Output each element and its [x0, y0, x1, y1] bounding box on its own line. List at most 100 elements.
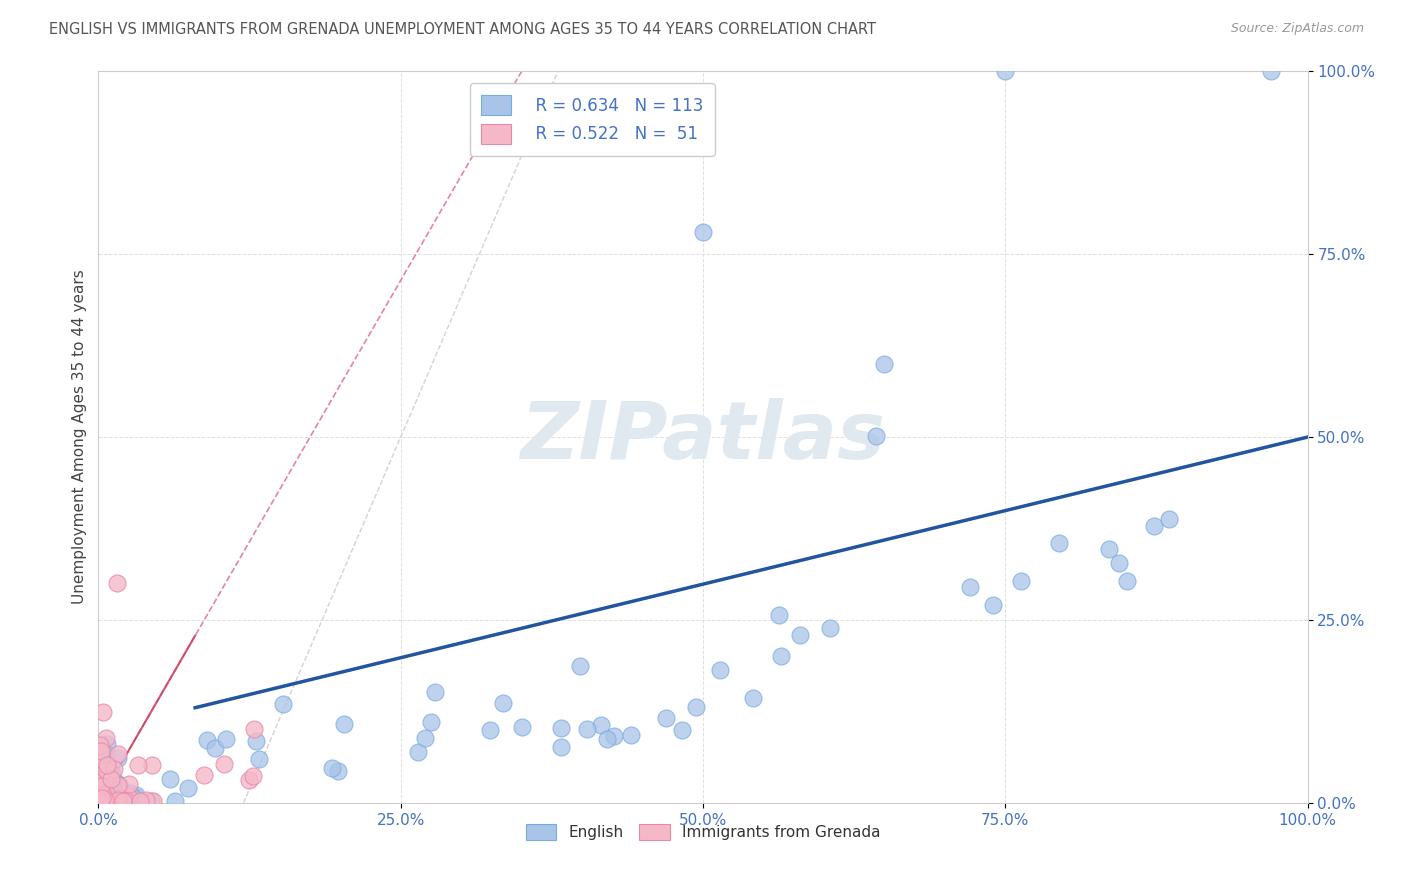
Point	[89, 789, 111, 804]
Point	[93, 773, 115, 788]
Point	[865, 428, 887, 442]
Point	[94, 786, 117, 800]
Point	[90, 794, 112, 808]
Point	[1108, 556, 1130, 570]
Point	[91, 783, 114, 797]
Point	[873, 357, 896, 371]
Point	[114, 794, 136, 808]
Point	[100, 793, 122, 807]
Point	[107, 747, 129, 762]
Point	[550, 722, 572, 736]
Y-axis label: Unemployment Among Ages 35 to 44 years: Unemployment Among Ages 35 to 44 years	[72, 269, 87, 605]
Point	[101, 795, 124, 809]
Point	[97, 774, 120, 789]
Point	[90, 792, 112, 806]
Point	[94, 791, 117, 805]
Point	[709, 663, 731, 677]
Point	[89, 773, 111, 788]
Point	[1047, 535, 1070, 549]
Point	[94, 785, 117, 799]
Point	[103, 792, 125, 806]
Point	[742, 690, 765, 705]
Point	[479, 723, 502, 738]
Point	[97, 794, 120, 808]
Point	[90, 744, 112, 758]
Point	[142, 794, 165, 808]
Point	[125, 788, 148, 802]
Point	[100, 776, 122, 790]
Point	[90, 787, 112, 801]
Point	[108, 795, 131, 809]
Point	[1098, 542, 1121, 557]
Point	[238, 773, 260, 788]
Point	[96, 794, 118, 808]
Point	[1143, 518, 1166, 533]
Point	[769, 649, 792, 664]
Point	[510, 720, 533, 734]
Point	[111, 787, 134, 801]
Point	[111, 795, 134, 809]
Point	[94, 788, 117, 802]
Point	[90, 789, 112, 804]
Point	[103, 762, 125, 776]
Point	[105, 775, 128, 789]
Point	[101, 767, 124, 781]
Point	[177, 780, 200, 795]
Point	[94, 788, 117, 802]
Text: ZIPatlas: ZIPatlas	[520, 398, 886, 476]
Point	[96, 731, 118, 745]
Point	[93, 780, 115, 794]
Point	[91, 705, 114, 719]
Point	[576, 722, 599, 736]
Point	[97, 793, 120, 807]
Point	[118, 777, 141, 791]
Point	[818, 621, 841, 635]
Point	[141, 758, 163, 772]
Point	[89, 781, 111, 796]
Point	[212, 757, 235, 772]
Point	[128, 794, 150, 808]
Point	[245, 734, 267, 748]
Point	[121, 791, 143, 805]
Point	[193, 768, 215, 782]
Point	[94, 793, 117, 807]
Point	[242, 769, 264, 783]
Point	[243, 722, 266, 736]
Point	[90, 787, 112, 801]
Point	[105, 786, 128, 800]
Point	[247, 752, 270, 766]
Point	[121, 790, 143, 805]
Point	[93, 788, 115, 802]
Point	[406, 745, 429, 759]
Point	[89, 794, 111, 808]
Point	[97, 790, 120, 805]
Point	[91, 793, 114, 807]
Point	[124, 790, 146, 805]
Point	[100, 791, 122, 805]
Point	[90, 791, 112, 805]
Point	[94, 782, 117, 797]
Point	[97, 795, 120, 809]
Point	[603, 729, 626, 743]
Point	[91, 794, 114, 808]
Point	[425, 684, 447, 698]
Point	[100, 791, 122, 805]
Point	[93, 780, 115, 794]
Point	[120, 786, 142, 800]
Point	[91, 791, 114, 805]
Point	[111, 791, 134, 805]
Point	[104, 788, 127, 802]
Point	[110, 790, 132, 805]
Point	[105, 784, 128, 798]
Point	[104, 791, 127, 805]
Point	[96, 737, 118, 751]
Point	[93, 791, 115, 805]
Point	[1116, 574, 1139, 588]
Point	[413, 731, 436, 745]
Point	[94, 770, 117, 784]
Point	[105, 787, 128, 801]
Point	[117, 789, 139, 804]
Point	[108, 792, 131, 806]
Point	[101, 790, 124, 805]
Point	[90, 775, 112, 789]
